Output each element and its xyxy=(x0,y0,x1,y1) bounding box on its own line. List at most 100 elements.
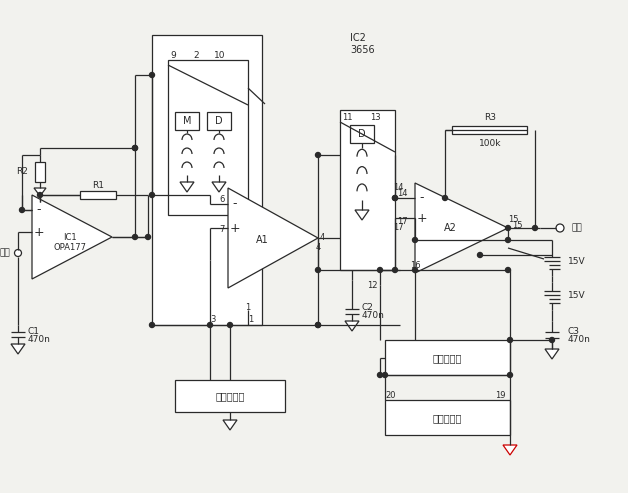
Text: 11: 11 xyxy=(342,113,352,122)
Text: 输出: 输出 xyxy=(572,223,583,233)
Polygon shape xyxy=(180,182,194,192)
Text: 10: 10 xyxy=(214,50,225,60)
Circle shape xyxy=(315,322,320,327)
Bar xyxy=(80,191,116,199)
Bar xyxy=(340,110,395,270)
Circle shape xyxy=(443,196,448,201)
Text: 7: 7 xyxy=(219,225,225,235)
Text: A1: A1 xyxy=(256,235,268,245)
Polygon shape xyxy=(545,349,559,359)
Polygon shape xyxy=(503,445,517,455)
Text: 17: 17 xyxy=(392,223,403,233)
Text: 输入级电源: 输入级电源 xyxy=(215,391,245,401)
Bar xyxy=(168,60,248,215)
Polygon shape xyxy=(11,344,25,354)
Text: 100k: 100k xyxy=(479,140,501,148)
Circle shape xyxy=(506,268,511,273)
Circle shape xyxy=(377,373,382,378)
Text: +: + xyxy=(417,211,427,224)
Text: 15V: 15V xyxy=(568,291,586,301)
Polygon shape xyxy=(355,210,369,220)
Text: 脉冲发生器: 脉冲发生器 xyxy=(432,413,462,423)
Circle shape xyxy=(382,373,387,378)
Text: 14: 14 xyxy=(392,183,403,192)
Text: C2: C2 xyxy=(362,304,374,313)
Text: R3: R3 xyxy=(484,113,496,122)
Bar xyxy=(152,35,262,325)
Circle shape xyxy=(550,338,555,343)
Circle shape xyxy=(377,268,382,273)
Text: 4: 4 xyxy=(320,234,325,243)
Text: 15V: 15V xyxy=(568,257,586,267)
Bar xyxy=(207,112,231,130)
Text: A2: A2 xyxy=(443,223,457,233)
Circle shape xyxy=(533,225,538,231)
Text: 1: 1 xyxy=(246,304,251,313)
Circle shape xyxy=(149,192,154,198)
Circle shape xyxy=(392,196,398,201)
Text: 19: 19 xyxy=(495,390,506,399)
Text: C3: C3 xyxy=(568,326,580,336)
Text: 1: 1 xyxy=(248,316,253,324)
Circle shape xyxy=(149,72,154,77)
Text: 12: 12 xyxy=(367,281,378,289)
Text: 输出级电源: 输出级电源 xyxy=(432,353,462,363)
Text: IC2: IC2 xyxy=(350,33,366,43)
Text: 15: 15 xyxy=(512,220,522,230)
Text: D: D xyxy=(358,129,366,139)
Text: 4: 4 xyxy=(315,244,321,252)
Circle shape xyxy=(506,238,511,243)
Text: IC1: IC1 xyxy=(63,233,77,242)
Bar xyxy=(175,380,285,412)
Circle shape xyxy=(315,152,320,157)
Text: 470n: 470n xyxy=(568,336,591,345)
Text: 15: 15 xyxy=(508,215,518,224)
Text: R1: R1 xyxy=(92,180,104,189)
Circle shape xyxy=(133,235,138,240)
Circle shape xyxy=(315,322,320,327)
Polygon shape xyxy=(223,420,237,430)
Circle shape xyxy=(19,208,24,212)
Bar xyxy=(35,162,45,182)
Text: 17: 17 xyxy=(398,217,408,226)
Text: OPA177: OPA177 xyxy=(53,244,87,252)
Text: +: + xyxy=(230,221,241,235)
Text: 20: 20 xyxy=(385,390,396,399)
Circle shape xyxy=(207,322,212,327)
Text: 470n: 470n xyxy=(28,336,51,345)
Polygon shape xyxy=(212,182,226,192)
Bar xyxy=(452,126,527,134)
Circle shape xyxy=(477,252,482,257)
Text: -: - xyxy=(37,204,41,216)
Circle shape xyxy=(38,192,43,198)
Polygon shape xyxy=(32,195,112,279)
Text: 2: 2 xyxy=(193,50,199,60)
Circle shape xyxy=(507,373,512,378)
Circle shape xyxy=(133,145,138,150)
Bar xyxy=(385,340,510,375)
Circle shape xyxy=(133,145,138,150)
Polygon shape xyxy=(415,183,508,273)
Bar xyxy=(175,112,199,130)
Circle shape xyxy=(146,235,151,240)
Circle shape xyxy=(149,322,154,327)
Bar xyxy=(385,400,510,435)
Circle shape xyxy=(227,322,232,327)
Text: 470n: 470n xyxy=(362,312,385,320)
Circle shape xyxy=(413,238,418,243)
Text: 3656: 3656 xyxy=(350,45,375,55)
Polygon shape xyxy=(228,188,318,288)
Circle shape xyxy=(556,224,564,232)
Circle shape xyxy=(14,249,21,256)
Circle shape xyxy=(507,338,512,343)
Text: 6: 6 xyxy=(219,196,225,205)
Text: 9: 9 xyxy=(170,50,176,60)
Circle shape xyxy=(315,268,320,273)
Text: 输入: 输入 xyxy=(0,248,10,257)
Polygon shape xyxy=(345,321,359,331)
Text: M: M xyxy=(183,116,192,126)
Text: +: + xyxy=(34,225,45,239)
Text: 14: 14 xyxy=(398,188,408,198)
Bar xyxy=(350,125,374,143)
Text: C1: C1 xyxy=(28,327,40,337)
